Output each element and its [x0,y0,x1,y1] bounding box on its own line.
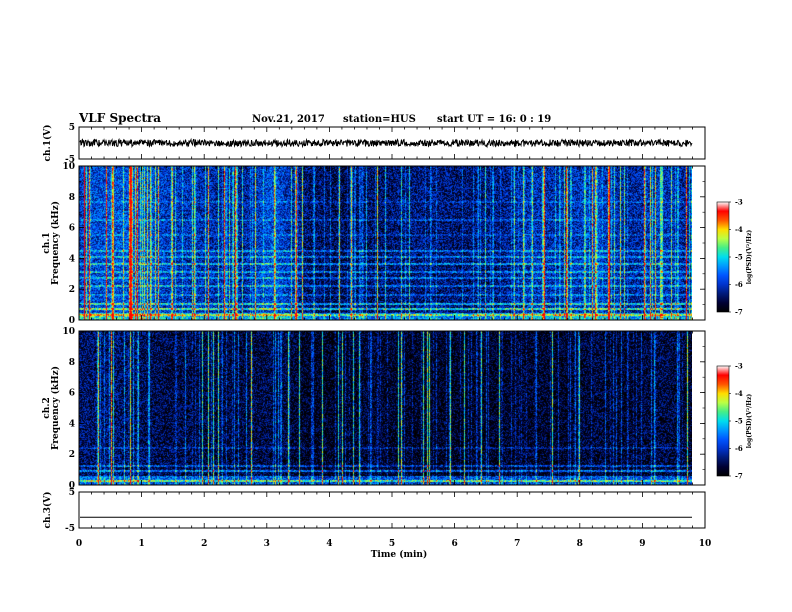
y-tick-label: 4 [69,419,75,429]
x-tick-label: 5 [389,539,395,549]
x-tick-label: 10 [699,539,712,549]
y-tick-label: 4 [69,254,75,264]
colorbar-tick-label: -5 [735,417,743,426]
x-tick-label: 8 [577,539,583,549]
colorbar-tick-label: -6 [735,280,743,289]
y-tick-label: 8 [69,193,75,203]
waveform-ch3-y-ticks: 5 -5 [65,488,705,534]
colorbar-ch1-ticks: -3 -4 -5 -6 -7 [729,198,743,317]
x-tick-label: 0 [76,539,82,549]
y-tick-label: -5 [65,524,75,534]
y-tick-label: 0 [69,316,75,326]
y-tick-label: 5 [69,488,75,498]
y-tick-label: 10 [62,327,75,337]
y-tick-label: -5 [65,155,75,165]
y-tick-label: 2 [69,450,75,460]
y-tick-label: 5 [69,123,75,133]
spectrogram-ch2-panel: 0 2 4 6 8 10 ch.2 Frequency (kHz) [42,327,706,491]
figure-start-time: start UT = 16: 0 : 19 [437,114,551,125]
y-tick-label: 0 [69,481,75,491]
spectrogram-ch1-y-label: Frequency (kHz) [50,201,61,285]
colorbar-tick-label: -4 [735,225,743,234]
y-tick-label: 10 [62,162,75,172]
waveform-ch3-panel: 5 -5 ch.3(V) [42,488,706,534]
spectrogram-ch1-channel-label: ch.1 [42,232,52,253]
colorbar-ch1-scale [716,201,730,313]
spectrogram-ch1-image [79,166,692,320]
x-tick-label: 1 [138,539,144,549]
colorbar-ch2-scale [716,365,730,477]
x-tick-label: 3 [264,539,270,549]
figure-station: station=HUS [343,114,416,125]
y-tick-label: 2 [69,285,75,295]
spectrogram-ch2-y-label: Frequency (kHz) [50,366,61,450]
spectrogram-ch1-panel: 0 2 4 6 8 10 ch.1 Frequency (kHz) [42,162,706,326]
y-tick-label: 6 [69,389,75,399]
y-tick-label: 8 [69,358,75,368]
x-tick-label: 6 [451,539,457,549]
colorbar-tick-label: -6 [735,444,743,453]
x-axis-label: Time (min) [371,549,428,560]
waveform-ch1-y-label: ch.1(V) [42,125,53,162]
figure-date: Nov.21, 2017 [252,114,325,125]
x-axis-ticks: 0 1 2 3 4 5 6 7 8 9 10 [76,127,711,549]
colorbar-tick-label: -3 [735,362,743,371]
colorbar-ch1: -3 -4 -5 -6 -7 log(PSD)(V²/Hz) [716,198,753,317]
figure-title: VLF Spectra [78,111,161,125]
colorbar-ch2-ticks: -3 -4 -5 -6 -7 [729,362,743,481]
waveform-ch3-y-label: ch.3(V) [42,492,53,529]
colorbar-tick-label: -4 [735,389,743,398]
spectrogram-ch1-y-ticks: 0 2 4 6 8 10 [62,162,705,326]
waveform-ch1-y-ticks: 5 -5 [65,123,705,165]
colorbar-ch1-label: log(PSD)(V²/Hz) [746,230,753,285]
spectrogram-ch2-channel-label: ch.2 [42,397,52,418]
colorbar-ch2: -3 -4 -5 -6 -7 log(PSD)(V²/Hz) [716,362,753,481]
colorbar-tick-label: -3 [735,198,743,207]
x-tick-label: 4 [326,539,332,549]
spectrogram-ch2-image [79,331,692,485]
colorbar-tick-label: -7 [735,308,743,317]
colorbar-tick-label: -7 [735,472,743,481]
waveform-ch1-trace [79,137,693,149]
colorbar-tick-label: -5 [735,253,743,262]
x-tick-label: 2 [201,539,207,549]
colorbar-ch2-label: log(PSD)(V²/Hz) [746,394,753,449]
x-tick-label: 9 [639,539,645,549]
spectrogram-ch2-y-ticks: 0 2 4 6 8 10 [62,327,705,491]
y-tick-label: 6 [69,224,75,234]
x-tick-label: 7 [514,539,520,549]
